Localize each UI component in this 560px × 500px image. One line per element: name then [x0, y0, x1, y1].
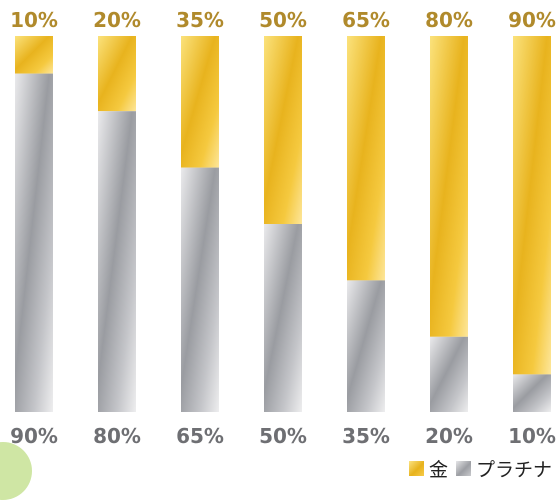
- bottom-label-7: 10%: [508, 424, 556, 448]
- bottom-label-6: 20%: [425, 424, 473, 448]
- bar-platinum-2: [98, 111, 136, 412]
- top-label-1: 10%: [10, 8, 58, 32]
- bar-gold-4: [264, 36, 302, 224]
- top-label-7: 90%: [508, 8, 556, 32]
- bar-platinum-1: [15, 73, 53, 412]
- bar-platinum-6: [430, 336, 468, 412]
- legend-swatch-platinum: [455, 460, 471, 476]
- legend-item-platinum: プラチナ: [455, 455, 552, 482]
- top-label-6: 80%: [425, 8, 473, 32]
- bottom-label-4: 50%: [259, 424, 307, 448]
- legend: 金 プラチナ: [408, 455, 552, 482]
- bottom-label-1: 90%: [10, 424, 58, 448]
- bar-platinum-5: [347, 280, 385, 412]
- legend-label-platinum: プラチナ: [475, 458, 552, 481]
- top-label-4: 50%: [259, 8, 307, 32]
- bar-platinum-7: [513, 374, 551, 412]
- bar-gold-2: [98, 36, 136, 112]
- bottom-label-5: 35%: [342, 424, 390, 448]
- top-label-5: 65%: [342, 8, 390, 32]
- stacked-bar-chart: 10% 20% 35% 50% 65% 80% 90% 90% 80% 65% 50% 35% 20%…: [10, 8, 556, 448]
- bar-platinum-4: [264, 224, 302, 412]
- bar-gold-5: [347, 36, 385, 281]
- legend-swatch-gold: [408, 460, 424, 476]
- bottom-label-2: 80%: [93, 424, 141, 448]
- bar-platinum-3: [181, 167, 219, 412]
- legend-item-gold: 金: [408, 455, 448, 482]
- top-label-2: 20%: [93, 8, 141, 32]
- bar-gold-1: [15, 36, 53, 74]
- legend-label-gold: 金: [428, 458, 448, 481]
- bar-gold-3: [181, 36, 219, 168]
- bottom-label-3: 65%: [176, 424, 224, 448]
- bar-gold-6: [430, 36, 468, 337]
- top-label-3: 35%: [176, 8, 224, 32]
- bar-gold-7: [513, 36, 551, 375]
